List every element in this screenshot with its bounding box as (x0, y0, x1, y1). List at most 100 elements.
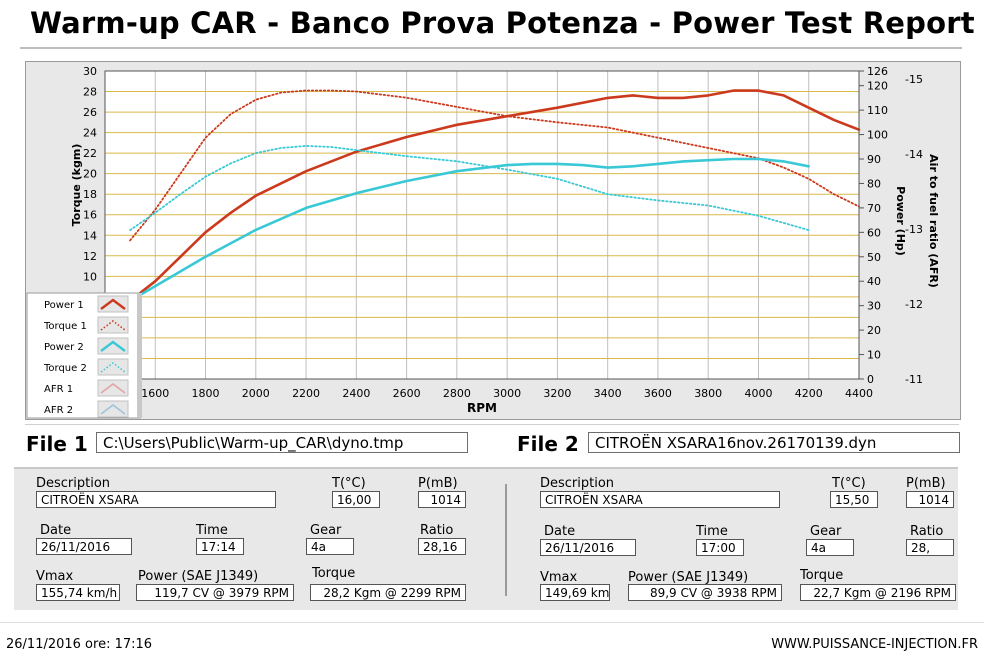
torque-tick-label: 12 (83, 250, 97, 263)
torque-tick-label: 24 (83, 127, 97, 140)
legend-swatch (97, 295, 129, 313)
plot-border (104, 70, 860, 380)
legend-swatch (97, 337, 129, 355)
x-tick-label: 3400 (594, 387, 622, 400)
x-tick-label: 1600 (141, 387, 169, 400)
torque-tick-label: 16 (83, 209, 97, 222)
power-tick-label: 10 (867, 349, 881, 362)
run1-torque-value: 28,2 Kgm @ 2299 RPM (310, 584, 466, 601)
run2-description-value: CITROËN XSARA (540, 491, 780, 508)
torque-tick-label: 30 (83, 65, 97, 78)
run1-gear-value: 4a (306, 538, 354, 555)
power-tick-label: 120 (867, 80, 888, 93)
run1-ratio-value: 28,16 (418, 538, 466, 555)
run2-date-value: 26/11/2016 (540, 539, 636, 556)
legend-swatch (97, 379, 129, 397)
run2-pressure-value: 1014 (906, 491, 954, 508)
power-tick-label: 20 (867, 324, 881, 337)
power-tick-label: 60 (867, 226, 881, 239)
legend-marker (100, 362, 126, 373)
x-tick-label: 2800 (443, 387, 471, 400)
run2-power-value: 89,9 CV @ 3938 RPM (628, 584, 782, 601)
run1-date-value: 26/11/2016 (36, 538, 132, 555)
run1-pressure-label: P(mB) (418, 476, 458, 491)
run1-ratio-label: Ratio (420, 523, 454, 538)
run2-date-label: Date (544, 524, 576, 539)
run1-power-value: 119,7 CV @ 3979 RPM (136, 584, 294, 601)
x-tick-label: 4400 (845, 387, 873, 400)
power-tick-label: 110 (867, 104, 888, 117)
legend-label: AFR 2 (44, 405, 73, 416)
report-title: Warm-up CAR - Banco Prova Potenza - Powe… (30, 6, 975, 40)
legend-marker (100, 320, 126, 331)
footer-timestamp: 26/11/2016 ore: 17:16 (6, 637, 153, 652)
torque-tick-label: 18 (83, 188, 97, 201)
legend-marker (100, 404, 126, 415)
legend-swatch (97, 400, 129, 418)
run2-pressure-label: P(mB) (906, 476, 946, 491)
x-tick-label: 4000 (744, 387, 772, 400)
power-tick-label: 70 (867, 202, 881, 215)
run2-vmax-value: 149,69 km/ (540, 584, 610, 601)
afr-tick-label: -12 (905, 298, 923, 311)
power-tick-label: 80 (867, 177, 881, 190)
torque-axis-title: Torque (kgm) (70, 144, 83, 227)
x-axis-title: RPM (467, 401, 497, 415)
legend-label: Torque 2 (43, 363, 87, 374)
x-tick-label: 3200 (543, 387, 571, 400)
torque-tick-label: 28 (83, 86, 97, 99)
afr-axis-title: Air to fuel ratio (AFR) (927, 154, 940, 288)
series-line-torque-2 (129, 144, 810, 232)
run1-description-label: Description (36, 476, 111, 491)
run1-temp-value: 16,00 (332, 491, 380, 508)
power-tick-label: 100 (867, 129, 888, 142)
run2-gear-label: Gear (810, 524, 842, 539)
footer-divider (0, 622, 984, 623)
x-tick-label: 2000 (242, 387, 270, 400)
series-line-power-2 (128, 157, 811, 303)
plot-area (105, 71, 859, 379)
x-tick-label: 3600 (644, 387, 672, 400)
run1-time-label: Time (196, 523, 228, 538)
run1-vmax-label: Vmax (36, 569, 74, 584)
power-axis-title: Power (Hp) (894, 186, 907, 256)
run2-ratio-value: 28, (906, 539, 954, 556)
afr-tick-label: -14 (905, 148, 923, 161)
legend-scrollbar (137, 293, 142, 418)
legend-swatch (97, 358, 129, 376)
afr-tick-label: -13 (905, 223, 923, 236)
legend-marker (100, 298, 126, 310)
x-tick-label: 2600 (393, 387, 421, 400)
power-tick-label: 90 (867, 153, 881, 166)
file-divider (25, 424, 959, 425)
run1-temp-label: T(°C) (332, 476, 366, 491)
run2-gear-value: 4a (806, 539, 854, 556)
run2-description-label: Description (540, 476, 615, 491)
x-tick-label: 2400 (342, 387, 370, 400)
run2-ratio-label: Ratio (910, 524, 944, 539)
run2-power-label: Power (SAE J1349) (628, 570, 749, 585)
legend-label: Torque 1 (43, 321, 87, 332)
footer-website: WWW.PUISSANCE-INJECTION.FR (771, 637, 978, 652)
run1-vmax-value: 155,74 km/h (36, 584, 120, 601)
run1-pressure-value: 1014 (418, 491, 466, 508)
afr-tick-label: -11 (905, 373, 923, 386)
power-tick-label: 50 (867, 251, 881, 264)
legend-label: Power 1 (44, 300, 84, 311)
run2-torque-label: Torque (800, 568, 844, 583)
run1-power-label: Power (SAE J1349) (138, 569, 259, 584)
power-tick-label: 40 (867, 275, 881, 288)
dyno-chart: 1600 1800 2000 2200 2400 2600 2800 3000 3200 3400… (26, 65, 940, 419)
file1-path-field[interactable]: C:\Users\Public\Warm-up_CAR\dyno.tmp (96, 432, 468, 453)
file2-path-field[interactable]: CITROËN XSARA16nov.26170139.dyn (588, 432, 960, 453)
x-tick-label: 1800 (192, 387, 220, 400)
run1-gear-label: Gear (310, 523, 342, 538)
run1-description-value: CITROËN XSARA (36, 491, 276, 508)
run2-temp-value: 15,50 (830, 491, 878, 508)
torque-tick-label: 10 (83, 270, 97, 283)
legend-label: AFR 1 (44, 384, 73, 395)
x-tick-label: 4200 (795, 387, 823, 400)
power-tick-label: 126 (867, 65, 888, 78)
title-divider (20, 47, 962, 49)
run1-date-label: Date (40, 523, 72, 538)
